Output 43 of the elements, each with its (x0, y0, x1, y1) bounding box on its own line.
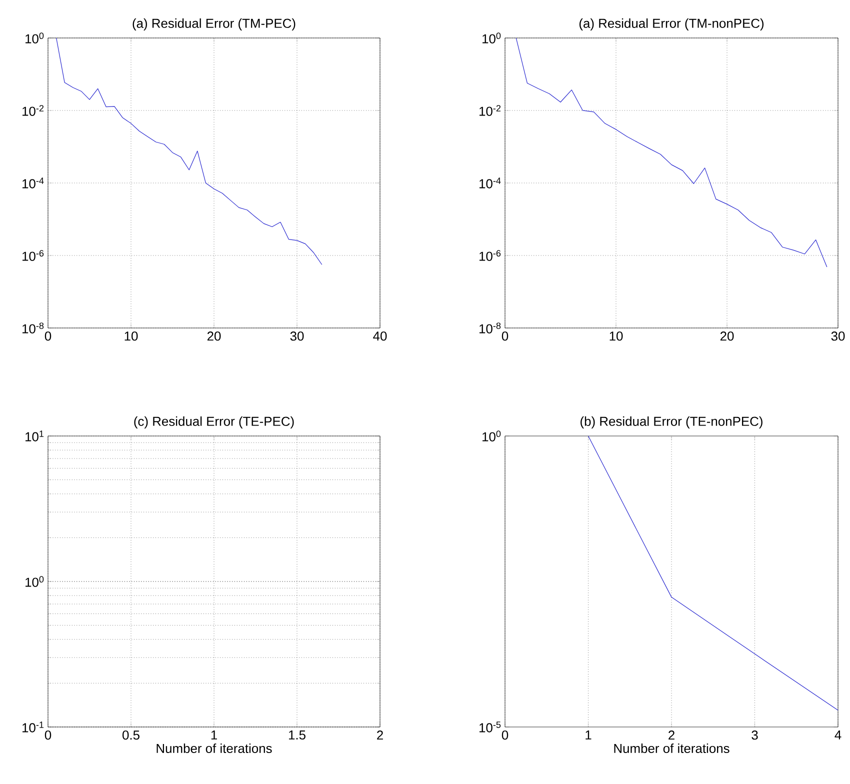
y-tick-label: 10$^{-2}$ (22, 105, 44, 116)
x-tick-label: 20 (720, 332, 734, 341)
chart-title: (a) Residual Error (TM-PEC) (132, 18, 296, 30)
x-tick-label: 0 (502, 730, 508, 740)
y-tick-label: 10$^{-6}$ (480, 250, 501, 261)
chart-title: (b) Residual Error (TE-nonPEC) (580, 416, 762, 428)
y-tick-label: 10$^{-5}$ (480, 722, 501, 732)
y-tick-label: 10$^{-4}$ (480, 178, 501, 188)
chart-title: (a) Residual Error (TM-nonPEC) (579, 18, 764, 30)
x-tick-label: 0.5 (122, 730, 140, 740)
y-tick-label: 10$^{-2}$ (480, 105, 501, 116)
x-tick-label: 3 (752, 730, 758, 740)
x-tick-label: 2 (377, 730, 383, 740)
x-tick-label: 4 (834, 730, 842, 740)
chart-title: (c) Residual Error (TE-PEC) (134, 416, 294, 428)
line-series (516, 38, 828, 268)
y-tick-label: 10$^{-8}$ (22, 322, 44, 334)
y-tick-label: 10$^{1}$ (26, 430, 44, 442)
x-tick-label: 0 (502, 332, 508, 341)
y-tick-label: 10$^{0}$ (482, 430, 501, 442)
y-tick-label: 10$^{-6}$ (22, 250, 44, 261)
x-tick-label: 40 (373, 332, 387, 341)
x-tick-label: 10 (610, 332, 623, 341)
y-tick-label: 10$^{0}$ (482, 32, 501, 44)
x-tick-label: 1 (211, 730, 217, 740)
y-tick-label: 10$^{0}$ (26, 32, 44, 44)
x-tick-label: 30 (290, 332, 304, 341)
x-tick-label: 0 (44, 730, 52, 740)
x-tick-label: 1.5 (288, 730, 306, 740)
x-tick-label: 20 (207, 332, 221, 341)
line-series (56, 38, 322, 265)
x-axis-title: Number of iterations (156, 744, 272, 754)
x-tick-label: 30 (831, 332, 845, 341)
y-tick-label: 10$^{-4}$ (22, 178, 44, 188)
x-tick-label: 0 (44, 332, 52, 341)
line-series (588, 436, 838, 711)
y-tick-label: 10$^{-8}$ (480, 322, 501, 334)
x-tick-label: 10 (124, 332, 138, 341)
x-tick-label: 1 (586, 730, 592, 740)
x-axis-title: Number of iterations (614, 744, 730, 754)
x-tick-label: 2 (668, 730, 674, 740)
y-tick-label: 10$^{0}$ (26, 576, 44, 587)
y-tick-label: 10$^{-1}$ (22, 722, 44, 732)
